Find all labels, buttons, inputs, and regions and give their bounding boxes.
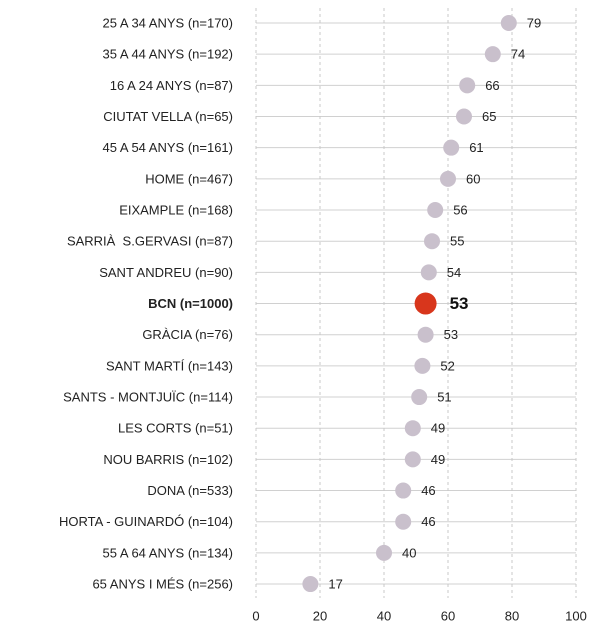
dot xyxy=(459,77,476,94)
dot xyxy=(376,544,392,561)
dot xyxy=(302,576,319,593)
category-label: 25 A 34 ANYS (n=170) xyxy=(103,15,233,30)
x-tick-label: 0 xyxy=(252,608,259,623)
value-label: 49 xyxy=(431,421,445,436)
x-tick-label: 60 xyxy=(441,608,455,623)
category-label: CIUTAT VELLA (n=65) xyxy=(103,109,233,124)
dot xyxy=(500,15,517,31)
value-label: 66 xyxy=(485,78,499,93)
value-label: 74 xyxy=(511,47,525,62)
dot xyxy=(443,139,460,156)
category-label: EIXAMPLE (n=168) xyxy=(119,202,233,217)
category-label: GRÀCIA (n=76) xyxy=(142,327,233,342)
category-label: HOME (n=467) xyxy=(145,171,233,186)
category-label: LES CORTS (n=51) xyxy=(118,421,233,436)
value-label: 55 xyxy=(450,234,464,249)
value-label: 53 xyxy=(444,327,458,342)
dot xyxy=(424,233,440,250)
category-label: DONA (n=533) xyxy=(147,483,233,498)
dot xyxy=(411,389,428,406)
value-label: 46 xyxy=(421,483,435,498)
x-tick-label: 100 xyxy=(565,608,587,623)
x-tick-label: 40 xyxy=(377,608,391,623)
dot xyxy=(420,264,437,281)
category-label: SANT MARTÍ (n=143) xyxy=(106,358,233,373)
value-label: 52 xyxy=(440,358,454,373)
value-label: 79 xyxy=(527,15,541,30)
dot xyxy=(395,482,412,499)
value-label: 56 xyxy=(453,202,467,217)
value-label: 40 xyxy=(402,545,416,560)
value-label: 61 xyxy=(469,140,483,155)
category-label: HORTA - GUINARDÓ (n=104) xyxy=(59,514,233,529)
category-label: SANTS - MONTJUÏC (n=114) xyxy=(63,389,233,404)
dot xyxy=(404,420,421,437)
dot xyxy=(395,513,412,530)
category-label: SARRIÀ S.GERVASI (n=87) xyxy=(67,234,233,249)
dot xyxy=(484,46,501,63)
dot xyxy=(414,292,437,315)
value-label: 65 xyxy=(482,109,496,124)
dot xyxy=(427,202,444,219)
category-label: 35 A 44 ANYS (n=192) xyxy=(103,47,233,62)
category-label: BCN (n=1000) xyxy=(148,296,233,311)
dot xyxy=(456,108,472,125)
category-label: 55 A 64 ANYS (n=134) xyxy=(103,545,233,560)
x-tick-label: 80 xyxy=(505,608,519,623)
dot xyxy=(440,170,456,187)
dot xyxy=(417,326,434,343)
value-label: 49 xyxy=(431,452,445,467)
dot xyxy=(404,451,421,468)
category-label: SANT ANDREU (n=90) xyxy=(99,265,233,280)
value-label: 17 xyxy=(328,576,342,591)
category-label: 45 A 54 ANYS (n=161) xyxy=(103,140,233,155)
value-label: 53 xyxy=(450,294,469,313)
category-label: 65 ANYS I MÉS (n=256) xyxy=(92,576,233,591)
x-tick-label: 20 xyxy=(313,608,327,623)
value-label: 54 xyxy=(447,265,461,280)
category-label: NOU BARRIS (n=102) xyxy=(103,452,233,467)
dot xyxy=(414,357,431,374)
category-label: 16 A 24 ANYS (n=87) xyxy=(110,78,233,93)
value-label: 51 xyxy=(437,389,451,404)
value-label: 46 xyxy=(421,514,435,529)
value-label: 60 xyxy=(466,171,480,186)
